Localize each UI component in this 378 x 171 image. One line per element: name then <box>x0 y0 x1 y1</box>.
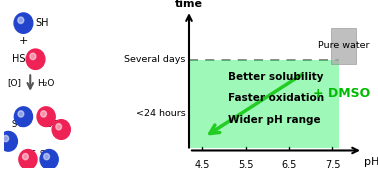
Circle shape <box>23 153 28 160</box>
Circle shape <box>14 13 33 33</box>
Text: [O]: [O] <box>7 78 21 88</box>
Text: + DMSO: + DMSO <box>313 87 371 100</box>
Text: S: S <box>31 150 36 159</box>
Circle shape <box>3 135 9 142</box>
Text: 6.5: 6.5 <box>281 160 297 170</box>
Text: Faster oxidation: Faster oxidation <box>228 93 324 103</box>
Circle shape <box>37 107 55 127</box>
Text: pH: pH <box>364 157 378 167</box>
Text: Pure water: Pure water <box>318 41 369 50</box>
Text: time: time <box>175 0 203 9</box>
Text: 4.5: 4.5 <box>194 160 210 170</box>
FancyBboxPatch shape <box>331 28 356 64</box>
Text: Wider pH range: Wider pH range <box>228 115 321 125</box>
Circle shape <box>0 131 17 151</box>
Circle shape <box>18 17 24 24</box>
Circle shape <box>14 107 33 127</box>
Text: S-S: S-S <box>12 120 25 129</box>
Circle shape <box>19 149 37 169</box>
Text: +: + <box>19 36 28 46</box>
Circle shape <box>52 120 70 139</box>
Text: HS: HS <box>12 54 26 64</box>
Circle shape <box>56 124 62 130</box>
Circle shape <box>40 149 58 169</box>
Text: S-S: S-S <box>46 120 59 129</box>
Bar <box>189 60 339 148</box>
Text: H₂O: H₂O <box>37 78 54 88</box>
Text: 5.5: 5.5 <box>238 160 253 170</box>
Text: Better solubility: Better solubility <box>228 72 324 82</box>
Text: SH: SH <box>36 18 49 28</box>
Text: Several days: Several days <box>124 55 186 64</box>
Text: 7.5: 7.5 <box>325 160 340 170</box>
Text: S: S <box>40 150 45 159</box>
Circle shape <box>41 111 46 117</box>
Circle shape <box>26 49 45 69</box>
Circle shape <box>44 153 50 160</box>
Circle shape <box>30 53 36 60</box>
Circle shape <box>18 111 24 117</box>
Text: <24 hours: <24 hours <box>136 109 186 118</box>
